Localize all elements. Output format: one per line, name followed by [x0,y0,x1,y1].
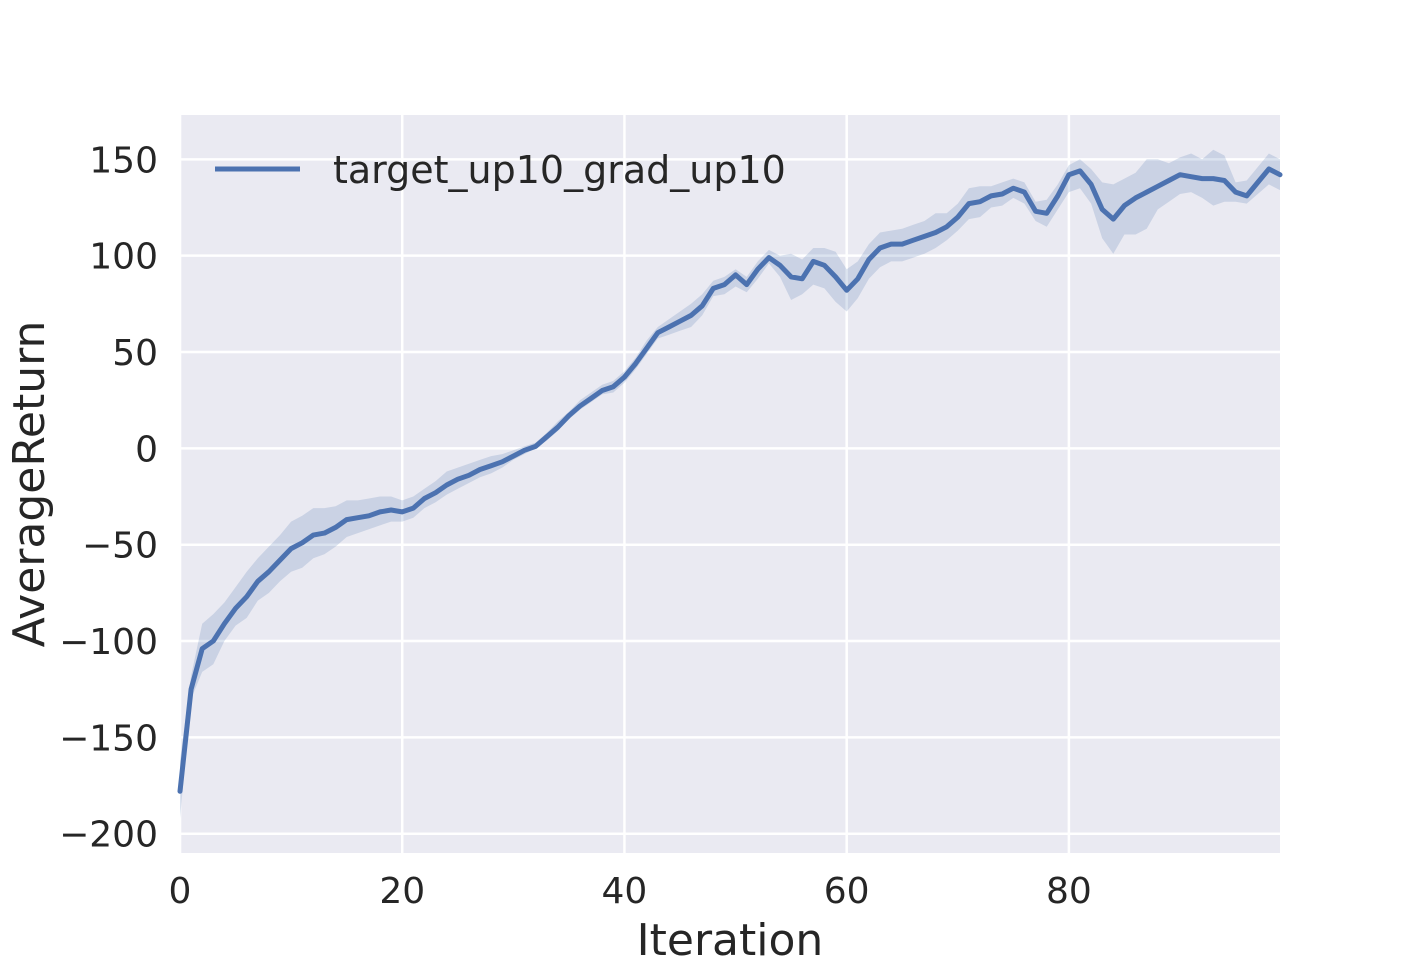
tick-labels: 0 20 40 60 80 −200 −150 −100 −50 0 50 100 150 [59,140,1092,912]
grid-lines [178,115,1280,853]
legend: target_up10_grad_up10 [215,148,786,192]
y-tick-label: 0 [135,429,158,470]
x-tick-label: 60 [824,871,870,912]
series-line [177,166,1283,794]
confidence-band [180,149,1280,819]
x-tick-label: 20 [379,871,425,912]
y-tick-label: 100 [89,237,158,278]
y-tick-label: 50 [112,333,158,374]
y-axis-label: AverageReturn [4,321,55,648]
x-tick-label: 0 [169,871,192,912]
x-tick-label: 40 [602,871,648,912]
y-tick-label: −100 [59,622,158,663]
plot-background [180,115,1280,853]
x-tick-label: 80 [1046,871,1092,912]
legend-label-target_up10_grad_up10: target_up10_grad_up10 [333,148,786,192]
x-axis-label: Iteration [637,915,824,960]
y-tick-label: −50 [82,526,158,567]
series-layer [177,149,1283,819]
y-tick-label: −150 [59,718,158,759]
y-tick-label: 150 [89,140,158,181]
y-tick-label: −200 [59,815,158,856]
